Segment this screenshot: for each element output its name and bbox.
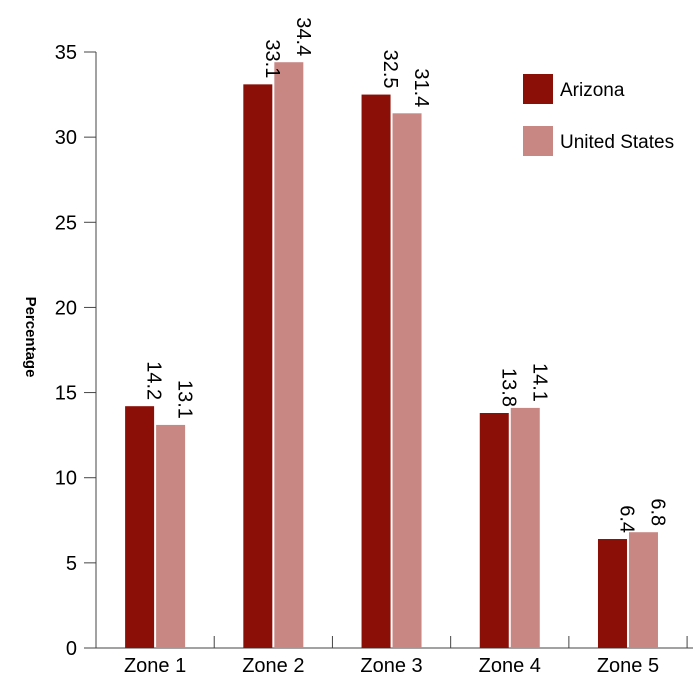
y-tick-label: 0	[66, 638, 77, 660]
legend-label: Arizona	[560, 80, 625, 101]
legend-swatch	[523, 126, 553, 156]
bar-united-states	[156, 424, 186, 648]
value-label: 31.4	[410, 68, 432, 107]
value-labels: 14.2 13.1 33.1 34.4 32.5 31.4 13.8 14.1 6.4 6.8	[143, 17, 669, 533]
value-label: 13.1	[174, 380, 196, 419]
y-tick-label: 25	[55, 212, 77, 234]
value-label: 34.4	[292, 17, 314, 56]
bar-arizona	[361, 94, 391, 649]
bar-united-states	[510, 407, 540, 648]
x-tick-label: Zone 5	[597, 655, 659, 676]
legend: Arizona United States	[523, 74, 674, 156]
y-tick-label: 10	[55, 468, 77, 490]
bar-united-states	[392, 113, 422, 648]
bar-arizona	[125, 406, 155, 648]
value-label: 13.8	[497, 368, 519, 407]
bars	[125, 62, 658, 649]
x-tick-label: Zone 3	[360, 655, 422, 676]
value-label: 14.2	[143, 361, 165, 400]
bar-united-states	[628, 532, 658, 648]
value-label: 32.5	[379, 50, 401, 89]
legend-label: United States	[560, 132, 674, 153]
x-tick-label: Zone 1	[124, 655, 186, 676]
value-label: 14.1	[528, 363, 550, 402]
y-axis-label: Percentage	[22, 297, 39, 378]
legend-swatch	[523, 74, 553, 104]
bar-arizona	[597, 539, 627, 648]
bar-arizona	[243, 84, 273, 648]
y-tick-label: 15	[55, 383, 77, 405]
value-label: 33.1	[261, 39, 283, 78]
bar-arizona	[479, 413, 509, 648]
value-label: 6.4	[615, 505, 637, 533]
y-tick-label: 30	[55, 127, 77, 149]
y-tick-label: 5	[66, 553, 77, 575]
x-tick-label: Zone 2	[242, 655, 304, 676]
value-label: 6.8	[646, 498, 668, 526]
x-tick-label: Zone 4	[479, 655, 541, 676]
bar-united-states	[274, 62, 304, 648]
y-tick-label: 35	[55, 42, 77, 64]
axes: 0 5 10 15 20 25 30 35 Zone 1 Zone 2 Zone 3 Zone 4 Zo…	[55, 42, 693, 677]
y-tick-label: 20	[55, 297, 77, 319]
